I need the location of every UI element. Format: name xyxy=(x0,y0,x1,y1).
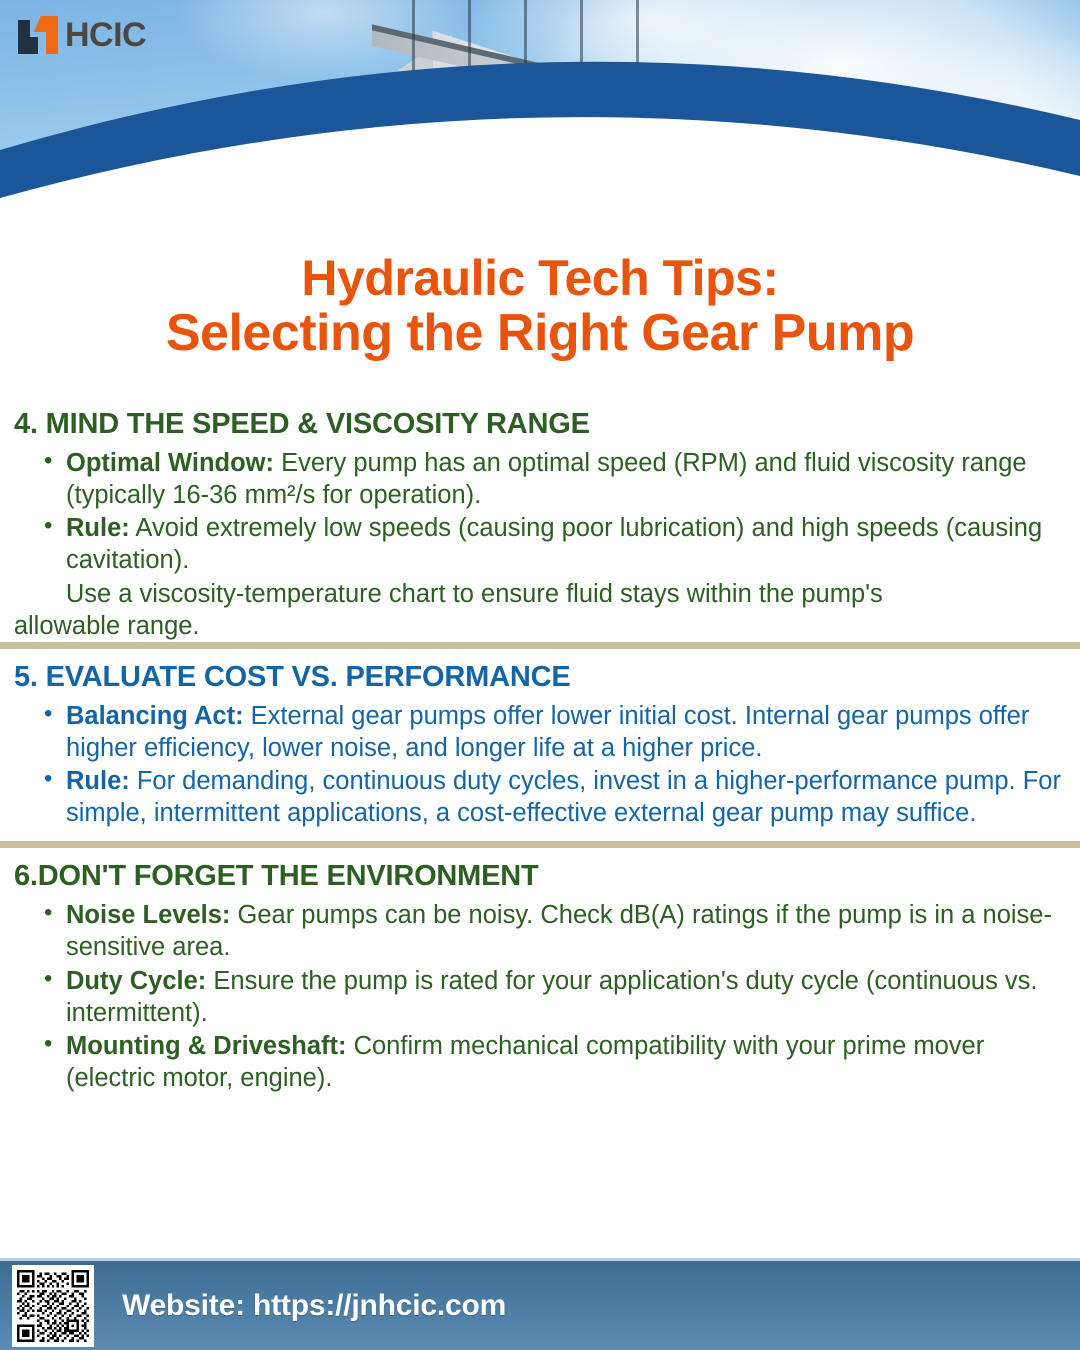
section-6: 6.DON'T FORGET THE ENVIRONMENT Noise Lev… xyxy=(0,848,1080,1094)
page-title-line1: Hydraulic Tech Tips: xyxy=(301,250,779,306)
qr-code[interactable] xyxy=(12,1264,94,1347)
bullet-lead: Rule: xyxy=(66,514,130,543)
hcic-logo-mark xyxy=(18,16,58,54)
bullet-text: External gear pumps offer lower initial … xyxy=(66,701,1030,762)
hcic-logo-text: HCIC xyxy=(65,16,147,54)
bullet-lead: Duty Cycle: xyxy=(66,966,207,995)
section-divider-2 xyxy=(0,841,1080,849)
qr-code-icon xyxy=(17,1269,89,1342)
bullet-lead: Mounting & Driveshaft: xyxy=(66,1031,347,1060)
section-5: 5. EVALUATE COST VS. PERFORMANCE Balanci… xyxy=(0,649,1080,830)
bullet-text: Every pump has an optimal speed (RPM) an… xyxy=(66,449,1027,510)
section-5-bullets: Balancing Act: External gear pumps offer… xyxy=(14,699,1066,830)
section-4-bullets: Optimal Window: Every pump has an optima… xyxy=(14,446,1066,577)
website-label[interactable]: Website: https://jnhcic.com xyxy=(122,1288,507,1322)
section-6-heading: 6.DON'T FORGET THE ENVIRONMENT xyxy=(14,860,539,893)
page-title-line2: Selecting the Right Gear Pump xyxy=(165,303,915,362)
list-item: Optimal Window: Every pump has an optima… xyxy=(14,446,1066,511)
section-6-bullets: Noise Levels: Gear pumps can be noisy. C… xyxy=(14,898,1066,1094)
list-item: Noise Levels: Gear pumps can be noisy. C… xyxy=(14,898,1066,963)
hcic-logo: HCIC xyxy=(18,16,147,54)
banner-wave-overlay xyxy=(0,61,1080,245)
bullet-text: Confirm mechanical compatibility with yo… xyxy=(66,1031,985,1092)
list-item: Duty Cycle: Ensure the pump is rated for… xyxy=(14,963,1066,1029)
section-4-trailing-line2: allowable range. xyxy=(13,611,200,640)
bullet-text: Ensure the pump is rated for your applic… xyxy=(66,966,1038,1027)
section-5-heading: 5. EVALUATE COST VS. PERFORMANCE xyxy=(14,660,571,693)
bullet-lead: Balancing Act: xyxy=(66,701,244,730)
page-title: Hydraulic Tech Tips: Selecting the Right… xyxy=(0,250,1080,362)
list-item: Rule: For demanding, continuous duty cyc… xyxy=(14,764,1066,829)
list-item: Rule: Avoid extremely low speeds (causin… xyxy=(14,511,1066,576)
footer-bar: Website: https://jnhcic.com xyxy=(0,1258,1080,1350)
section-4-trailing-paragraph: Use a viscosity-temperature chart to ens… xyxy=(14,578,1066,642)
section-4: 4. MIND THE SPEED & VISCOSITY RANGE Opti… xyxy=(0,408,1080,642)
section-4-trailing-line1: Use a viscosity-temperature chart to ens… xyxy=(65,579,883,608)
bullet-text: For demanding, continuous duty cycles, i… xyxy=(66,767,1061,828)
list-item: Mounting & Driveshaft: Confirm mechanica… xyxy=(14,1029,1066,1094)
bullet-lead: Rule: xyxy=(66,767,130,795)
section-divider-1 xyxy=(0,641,1080,649)
section-4-heading: 4. MIND THE SPEED & VISCOSITY RANGE xyxy=(14,408,590,440)
bullet-text: Gear pumps can be noisy. Check dB(A) rat… xyxy=(66,901,1052,962)
bullet-lead: Noise Levels: xyxy=(66,901,231,930)
content-body: 4. MIND THE SPEED & VISCOSITY RANGE Opti… xyxy=(0,408,1080,1095)
bullet-text: Avoid extremely low speeds (causing poor… xyxy=(66,514,1043,575)
header-banner: HCIC 華展重工 HCIC xyxy=(0,0,1080,245)
list-item: Balancing Act: External gear pumps offer… xyxy=(14,699,1066,764)
bullet-lead: Optimal Window: xyxy=(66,449,274,477)
